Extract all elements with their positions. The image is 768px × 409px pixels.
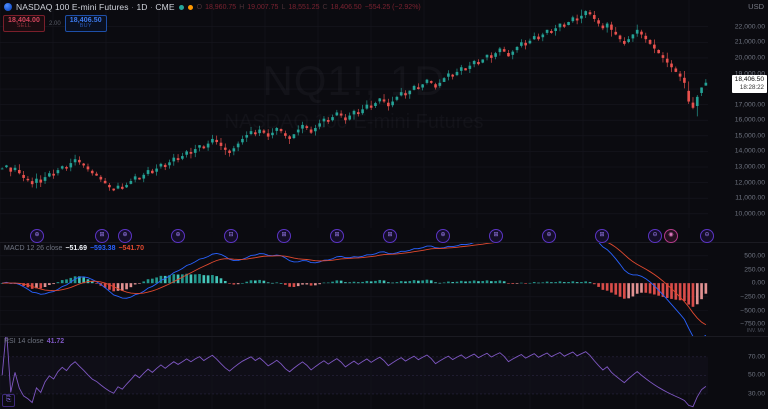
rsi-pane[interactable]: 70.00 50.00 30.00 <box>0 336 768 409</box>
event-marker[interactable]: ⊞ <box>383 229 397 243</box>
separator-2: · <box>150 2 153 12</box>
ohlc-values: O 18,960.75 H 19,007.75 L 18,551.25 C 18… <box>197 4 421 11</box>
macd-axis-unit: INV. MV <box>746 328 765 335</box>
price-axis-tick: 21,000.00 <box>734 38 765 46</box>
macd-axis-tick: −250.00 <box>740 293 765 301</box>
event-marker[interactable]: ⊞ <box>489 229 503 243</box>
rsi-series <box>0 337 708 409</box>
rsi-legend[interactable]: RSI 14 close 41.72 <box>4 338 64 345</box>
currency-label[interactable]: USD <box>748 2 764 11</box>
rsi-axis-tick: 50.00 <box>747 371 765 379</box>
price-axis-tick: 14,000.00 <box>734 147 765 155</box>
ohlc-close-key: C <box>322 3 328 11</box>
rsi-axis[interactable]: 70.00 50.00 30.00 <box>708 337 768 409</box>
ohlc-low-key: L <box>281 3 286 11</box>
symbol-name: NASDAQ 100 E-mini Futures <box>16 2 129 12</box>
macd-legend[interactable]: MACD 12 26 close −51.69 −593.38 −541.70 <box>4 245 144 252</box>
macd-hist-value: −51.69 <box>65 245 87 252</box>
price-axis-tick: 16,000.00 <box>734 116 765 124</box>
macd-signal-value: −541.70 <box>118 245 144 252</box>
ohlc-high-key: H <box>239 3 245 11</box>
price-axis-tick: 15,000.00 <box>734 132 765 140</box>
macd-series <box>0 243 708 336</box>
current-price-label[interactable]: 18,406.50 18:28:22 <box>731 74 767 93</box>
event-marker[interactable]: ⊖ <box>700 229 714 243</box>
macd-axis-tick: −500.00 <box>740 307 765 314</box>
spread-value: 2.00 <box>49 20 61 27</box>
macd-line-value: −593.38 <box>89 245 116 252</box>
event-marker[interactable]: ⊕ <box>542 229 556 243</box>
price-axis-tick: 11,000.00 <box>735 194 765 202</box>
event-marker[interactable]: ⊕ <box>118 229 132 243</box>
event-marker[interactable]: ⊖ <box>648 229 662 243</box>
sell-label: SELL <box>16 23 32 30</box>
trade-chips: 18,404.00 SELL 2.00 18,406.50 BUY <box>3 15 107 33</box>
event-marker-row[interactable]: ⊕ ⊞ ⊕ ⊕ ⊟ ⊞ ⊞ ⊞ ⊕ ⊞ ⊕ ⊞ ⊖ ◉ ⊖ <box>0 228 714 243</box>
price-axis[interactable]: 22,000.00 21,000.00 20,000.00 19,000.00 17,0… <box>708 0 768 228</box>
ohlc-low-value: 18,551.25 <box>288 3 320 11</box>
price-axis-tick: 20,000.00 <box>734 54 765 62</box>
symbol-title[interactable]: NASDAQ 100 E-mini Futures · 1D · CME <box>16 2 175 12</box>
macd-axis-tick: 250.00 <box>744 266 765 273</box>
interval-label[interactable]: 1D <box>136 2 148 12</box>
price-axis-tick: 12,000.00 <box>734 179 765 187</box>
ohlc-high-value: 19,007.75 <box>247 3 279 11</box>
current-price-value: 18,406.50 <box>734 75 764 83</box>
price-axis-tick: 10,000.00 <box>734 210 765 218</box>
rsi-plot-area[interactable] <box>0 337 708 409</box>
sell-price: 18,404.00 <box>8 17 41 24</box>
macd-axis-tick: −750.00 <box>740 320 765 328</box>
event-marker[interactable]: ⊕ <box>171 229 185 243</box>
ohlc-open-key: O <box>196 3 203 11</box>
rsi-name: RSI 14 close <box>4 338 44 345</box>
macd-name: MACD 12 26 close <box>4 245 63 252</box>
price-axis-tick: 22,000.00 <box>734 23 765 31</box>
price-axis-tick: 17,000.00 <box>734 101 765 109</box>
status-dot-orange-icon <box>187 4 193 10</box>
event-marker[interactable]: ⊟ <box>224 229 238 243</box>
event-marker[interactable]: ⊕ <box>436 229 450 243</box>
candlestick-series <box>0 0 708 228</box>
macd-axis[interactable]: 500.00 250.00 0.00 −250.00 −500.00 −750.00 INV… <box>708 243 768 336</box>
scroll-to-realtime-button[interactable]: ⎘ <box>2 394 15 407</box>
buy-label: BUY <box>79 23 92 30</box>
event-marker[interactable]: ⊕ <box>30 229 44 243</box>
macd-pane[interactable]: 500.00 250.00 0.00 −250.00 −500.00 −750.00 INV… <box>0 242 768 336</box>
event-marker[interactable]: ⊞ <box>595 229 609 243</box>
sell-chip[interactable]: 18,404.00 SELL <box>3 15 46 33</box>
chart-legend-bar: NASDAQ 100 E-mini Futures · 1D · CME O 1… <box>0 0 768 14</box>
ohlc-close-value: 18,406.50 <box>330 3 362 11</box>
macd-plot-area[interactable] <box>0 243 708 336</box>
price-axis-tick: 13,000.00 <box>734 163 765 171</box>
event-marker[interactable]: ⊞ <box>95 229 109 243</box>
symbol-logo-icon <box>4 3 12 11</box>
event-marker[interactable]: ⊞ <box>277 229 291 243</box>
buy-chip[interactable]: 18,406.50 BUY <box>64 15 107 33</box>
buy-price: 18,406.50 <box>69 17 102 24</box>
current-price-time: 18:28:22 <box>739 83 764 91</box>
price-axis-tick: 19,000.00 <box>734 70 765 77</box>
macd-axis-tick: 500.00 <box>744 252 765 260</box>
price-pane[interactable]: 22,000.00 21,000.00 20,000.00 19,000.00 17,0… <box>0 0 768 228</box>
ohlc-open-value: 18,960.75 <box>205 3 237 11</box>
rsi-value: 41.72 <box>46 338 65 345</box>
ohlc-change: −554.25 (−2.92%) <box>364 3 421 11</box>
price-plot-area[interactable] <box>0 0 708 228</box>
status-dot-green-icon <box>178 4 184 10</box>
macd-axis-tick: 0.00 <box>751 279 765 287</box>
rsi-axis-tick: 70.00 <box>747 353 765 361</box>
separator-1: · <box>131 2 134 12</box>
exchange-label: CME <box>155 2 175 12</box>
event-marker[interactable]: ◉ <box>664 229 678 243</box>
event-marker[interactable]: ⊞ <box>330 229 344 243</box>
rsi-axis-tick: 30.00 <box>747 390 765 398</box>
